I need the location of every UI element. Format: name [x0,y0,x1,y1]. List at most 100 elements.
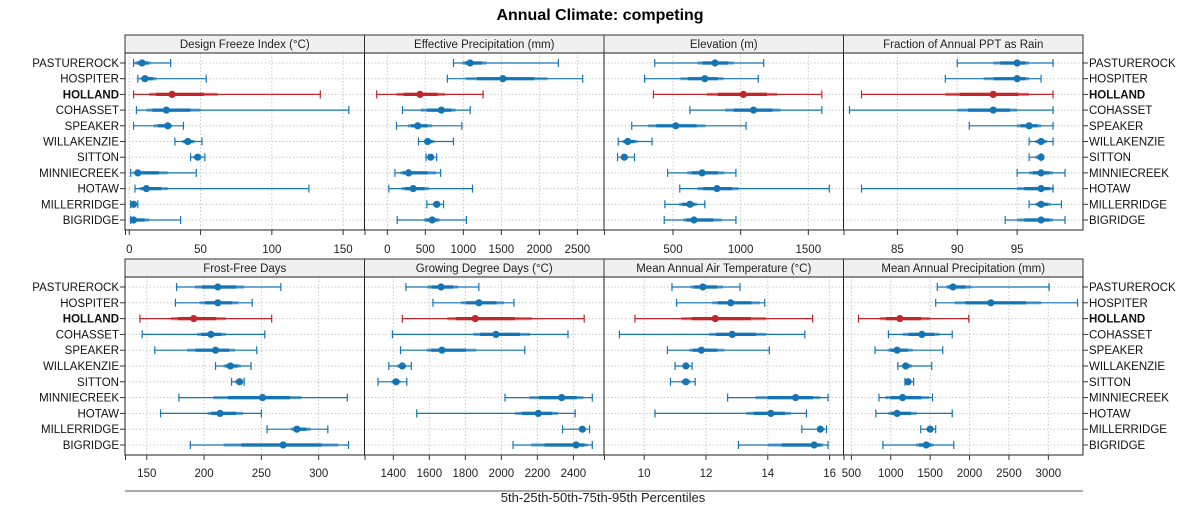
x-tick-label: 1600 [417,468,443,480]
median-point [713,185,721,193]
median-point [141,75,149,83]
row-label-left: SPEAKER [65,121,119,133]
median-point [414,122,422,130]
data-row-bigridge [737,441,829,449]
median-point [682,362,690,370]
data-row-speaker [154,346,258,355]
data-row-minniecreek [666,168,737,177]
data-row-sitton [425,153,438,162]
data-row-holland [857,314,970,323]
row-label-right: SITTON [1089,152,1131,164]
data-row-willakenzie [417,137,455,146]
median-point [727,299,735,307]
median-point [392,378,400,386]
x-tick-label: 300 [309,468,328,480]
median-point [767,409,775,417]
median-point [1037,185,1045,193]
row-label-right: SPEAKER [1089,121,1143,133]
data-row-willakenzie [617,137,653,146]
data-row-speaker [399,346,526,355]
median-point [739,90,747,98]
x-tick-label: 1500 [917,468,943,480]
row-label-left: WILLAKENZIE [43,361,119,373]
data-row-hotaw [860,184,1054,193]
median-point [1013,59,1021,67]
median-point [949,283,957,291]
data-row-millerridge [266,425,329,434]
data-row-sitton [904,377,915,386]
median-point [578,425,586,433]
data-row-millerridge [129,200,139,209]
data-row-hotaw [875,409,953,418]
median-point [164,122,172,130]
median-point [926,425,934,433]
median-point [207,330,215,338]
panel-5: Growing Degree Days (°C) 1400 1600 1800 2000… [364,258,605,492]
median-point [129,216,138,224]
x-tick-label: 2000 [957,468,983,480]
x-tick-label: 500 [416,244,435,256]
x-tick-label: 1000 [451,244,477,256]
median-point [404,169,413,177]
data-row-hospiter [174,298,253,307]
data-row-hotaw [416,409,576,418]
data-row-bigridge [189,441,350,449]
row-label-left: HOTAW [77,184,119,196]
median-point [816,425,824,433]
row-label-right: MINNIECREEK [1089,393,1169,405]
row-label-left: PASTUREROCK [32,58,119,70]
median-point [214,299,222,307]
median-point [896,315,904,323]
row-label-left: HOSPITER [60,74,119,86]
data-row-pasturerock [132,59,172,67]
data-row-willakenzie [1028,137,1054,146]
row-label-right: HOLLAND [1089,89,1145,101]
data-row-minniecreek [878,393,934,402]
median-point [810,441,818,449]
x-tick-label: 2000 [489,468,515,480]
median-point [471,315,479,323]
data-row-willakenzie [674,362,693,370]
x-axis-title: 5th-25th-50th-75th-95th Percentiles [501,490,706,505]
median-point [534,409,542,417]
x-tick-label: 500 [842,468,861,480]
median-point [433,200,441,208]
x-tick-label: 90 [951,244,964,256]
median-point [893,409,901,417]
median-point [572,441,580,449]
row-label-left: COHASSET [56,105,119,117]
row-label-right: COHASSET [1089,105,1152,117]
median-point [690,216,698,224]
row-label-right: PASTUREROCK [1089,282,1176,294]
row-label-left: HOLLAND [63,89,119,101]
panels: Design Freeze Index (°C)0 50 100 150Effecti… [32,34,1176,492]
data-row-minniecreek [130,168,197,177]
median-point [682,378,690,386]
data-row-pasturerock [405,283,480,291]
data-row-bigridge [512,441,593,449]
data-row-bigridge [129,216,182,224]
median-point [398,362,406,370]
panel-4: Frost-Free Days 150 200 250 300 [124,258,365,492]
row-label-right: PASTUREROCK [1089,58,1176,70]
data-row-willakenzie [897,362,933,370]
median-point [235,378,244,386]
x-tick-label: 85 [891,244,904,256]
median-point [226,362,235,370]
row-label-left: SPEAKER [65,345,119,357]
data-row-minniecreek [1016,168,1066,177]
median-point [293,425,301,433]
panel-6: Mean Annual Air Temperature (°C) 10 12 14 16 [603,258,844,492]
panel-title: Mean Annual Air Temperature (°C) [636,263,811,275]
median-point [258,394,267,402]
data-row-cohasset [401,106,471,115]
data-row-speaker [631,121,747,130]
median-point [711,59,719,67]
data-row-cohasset [135,106,350,115]
data-row-millerridge [426,200,445,209]
median-point [438,346,446,354]
panel-title: Frost-Free Days [203,263,286,275]
median-point [216,409,224,417]
panel-title: Mean Annual Precipitation (mm) [881,263,1045,275]
data-row-pasturerock [956,59,1054,67]
